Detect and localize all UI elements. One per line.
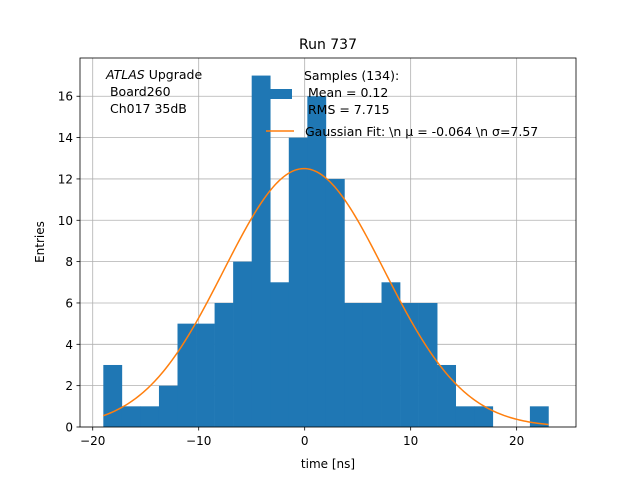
x-tick-label: 0 bbox=[301, 434, 309, 448]
histogram-bar bbox=[325, 178, 345, 427]
x-tick-label: −20 bbox=[80, 434, 105, 448]
histogram-bar bbox=[233, 261, 252, 427]
histogram-bar bbox=[381, 282, 401, 427]
histogram-bar bbox=[474, 406, 494, 427]
atlas-annotation: ATLAS Upgrade Board260 Ch017 35dB bbox=[105, 67, 202, 116]
y-tick-label: 0 bbox=[65, 421, 73, 435]
legend-fit-label: Gaussian Fit: \n μ = -0.064 \n σ=7.57 bbox=[305, 124, 538, 139]
x-tick-label: 10 bbox=[403, 434, 418, 448]
histogram-bar bbox=[251, 75, 271, 428]
histogram-bar bbox=[307, 96, 327, 427]
histogram-bar bbox=[270, 282, 290, 427]
histogram-bar bbox=[121, 406, 141, 427]
histogram-bar bbox=[177, 323, 197, 427]
histogram-bar bbox=[214, 302, 234, 427]
y-tick-label: 8 bbox=[65, 255, 73, 269]
plot-frame bbox=[79, 57, 577, 428]
histogram-bar bbox=[196, 323, 215, 427]
legend-histogram-label-3: RMS = 7.715 bbox=[304, 102, 390, 117]
y-tick-label: 10 bbox=[58, 214, 73, 228]
histogram-bar bbox=[288, 137, 308, 427]
legend: Samples (134): Mean = 0.12 RMS = 7.715 G… bbox=[266, 68, 538, 139]
annotation-line-1: ATLAS Upgrade bbox=[105, 67, 202, 82]
histogram-bar bbox=[158, 385, 178, 427]
gaussian-fit-curve bbox=[103, 167, 549, 426]
x-tick-label: 20 bbox=[509, 434, 524, 448]
y-tick-label: 2 bbox=[65, 379, 73, 393]
y-tick-label: 12 bbox=[58, 172, 73, 186]
annotation-line-2: Board260 bbox=[106, 84, 171, 99]
histogram-bars bbox=[103, 75, 549, 428]
histogram-bar bbox=[344, 302, 364, 427]
histogram-bar bbox=[362, 302, 382, 427]
legend-histogram-label-2: Mean = 0.12 bbox=[304, 85, 388, 100]
x-axis-ticks: −20 −10 0 10 20 bbox=[80, 427, 524, 448]
chart-title: Run 737 bbox=[299, 37, 357, 53]
histogram-bar bbox=[400, 302, 419, 427]
y-tick-label: 16 bbox=[58, 90, 73, 104]
histogram-bar bbox=[529, 406, 549, 427]
x-tick-label: −10 bbox=[186, 434, 211, 448]
y-tick-label: 14 bbox=[58, 131, 73, 145]
y-axis-ticks: 0 2 4 6 8 10 12 14 16 bbox=[58, 90, 80, 435]
legend-histogram-swatch bbox=[266, 89, 292, 99]
histogram-bar bbox=[437, 364, 457, 427]
annotation-upgrade: Upgrade bbox=[145, 67, 203, 82]
y-axis-label: Entries bbox=[33, 221, 47, 263]
histogram-bar bbox=[455, 406, 475, 427]
x-axis-label: time [ns] bbox=[301, 457, 355, 471]
annotation-atlas: ATLAS bbox=[105, 67, 145, 82]
legend-histogram-label-1: Samples (134): bbox=[304, 68, 399, 83]
histogram-bar bbox=[418, 302, 438, 427]
annotation-line-3: Ch017 35dB bbox=[106, 101, 187, 116]
y-tick-label: 4 bbox=[65, 338, 73, 352]
y-tick-label: 6 bbox=[65, 296, 73, 310]
histogram-bar bbox=[103, 364, 123, 427]
histogram-bar bbox=[140, 406, 160, 427]
